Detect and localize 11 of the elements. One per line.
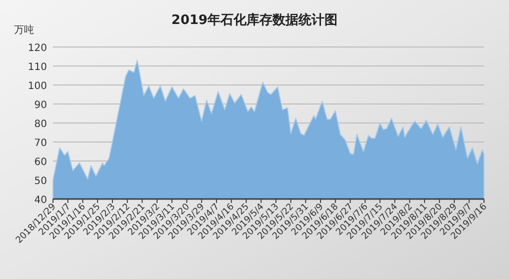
y-tick-label: 70: [34, 138, 47, 149]
chart-title: 2019年石化库存数据统计图: [171, 12, 338, 28]
y-tick-label: 110: [28, 62, 47, 73]
y-axis-title: 万吨: [14, 24, 34, 36]
y-tick-label: 100: [28, 81, 47, 92]
y-tick-label: 120: [28, 43, 47, 54]
y-tick-label: 60: [34, 157, 47, 168]
y-tick-label: 90: [34, 100, 47, 111]
y-tick-label: 50: [34, 176, 47, 187]
y-tick-label: 80: [34, 119, 47, 130]
y-tick-label: 40: [34, 195, 47, 206]
